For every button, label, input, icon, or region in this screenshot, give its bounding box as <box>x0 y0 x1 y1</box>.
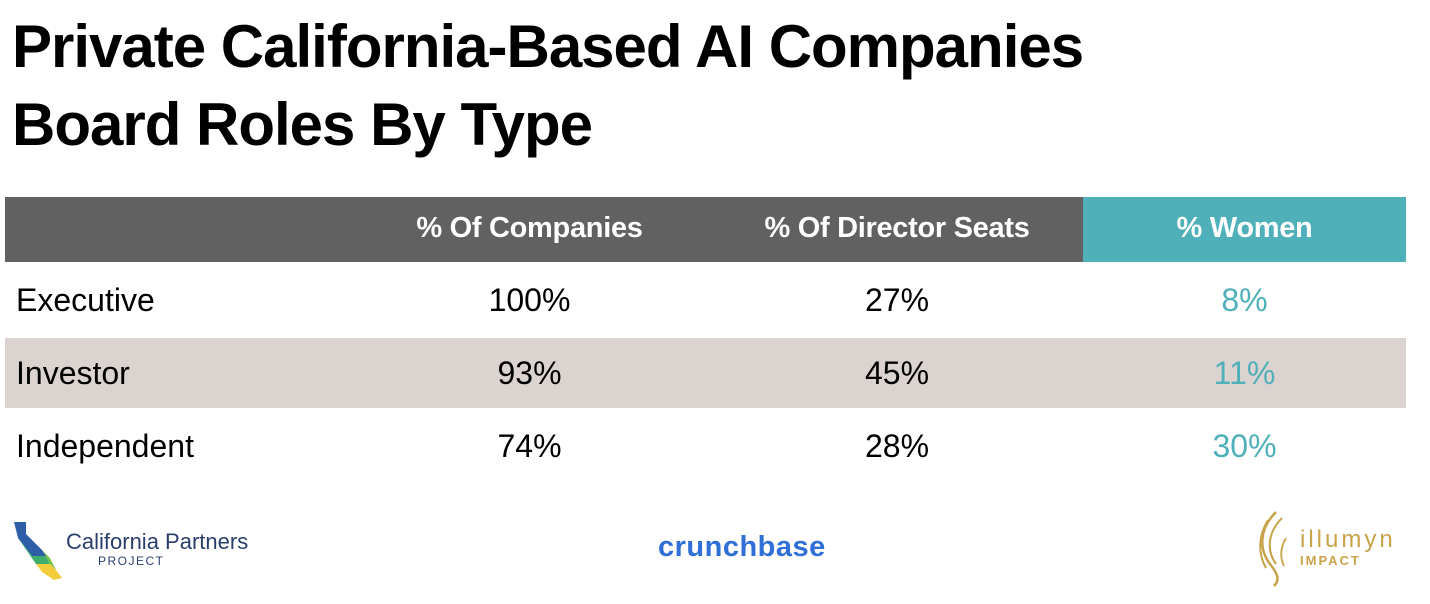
row-label: Independent <box>16 427 194 464</box>
cell-companies: 93% <box>497 354 562 391</box>
cell-director-seats: 45% <box>864 354 930 391</box>
header-companies: % Of Companies <box>416 212 643 244</box>
row-label: Executive <box>16 281 155 318</box>
illumyn-logo: illumyn IMPACT <box>1250 508 1396 588</box>
table-row-independent: Independent 74% 28% 30% <box>5 408 1406 484</box>
california-partners-logo: California Partners PROJECT <box>12 520 248 580</box>
cpp-name: California Partners <box>66 529 249 554</box>
table-row-investor: Investor 93% 45% 11% <box>5 338 1406 408</box>
row-label: Investor <box>16 354 130 391</box>
table-row-executive: Executive 100% 27% 8% <box>5 262 1406 338</box>
cell-director-seats: 28% <box>864 427 930 464</box>
cell-companies: 100% <box>488 281 571 318</box>
california-map-icon <box>14 522 62 580</box>
illumyn-sub: IMPACT <box>1300 553 1361 568</box>
crunchbase-logo: crunchbase <box>658 531 826 563</box>
title-line-2: Board Roles By Type <box>12 91 593 158</box>
title-line-1: Private California-Based AI Companies <box>12 13 1084 80</box>
cell-women: 11% <box>1213 354 1276 391</box>
header-women: % Women <box>1083 197 1406 262</box>
illumyn-swirl-icon <box>1259 511 1287 587</box>
cell-women: 30% <box>1212 427 1277 464</box>
table-header: % Of Companies % Of Director Seats % Wom… <box>5 197 1406 262</box>
board-roles-table: % Of Companies % Of Director Seats % Wom… <box>5 197 1406 484</box>
cpp-sub: PROJECT <box>98 554 165 568</box>
page-title: Private California-Based AI Companies Bo… <box>12 8 1412 164</box>
logo-footer: California Partners PROJECT crunchbase i… <box>0 500 1430 600</box>
cell-companies: 74% <box>497 427 562 464</box>
cell-director-seats: 27% <box>864 281 930 318</box>
illumyn-name: illumyn <box>1300 526 1396 553</box>
cell-women: 8% <box>1221 281 1268 318</box>
header-director-seats: % Of Director Seats <box>764 212 1030 244</box>
